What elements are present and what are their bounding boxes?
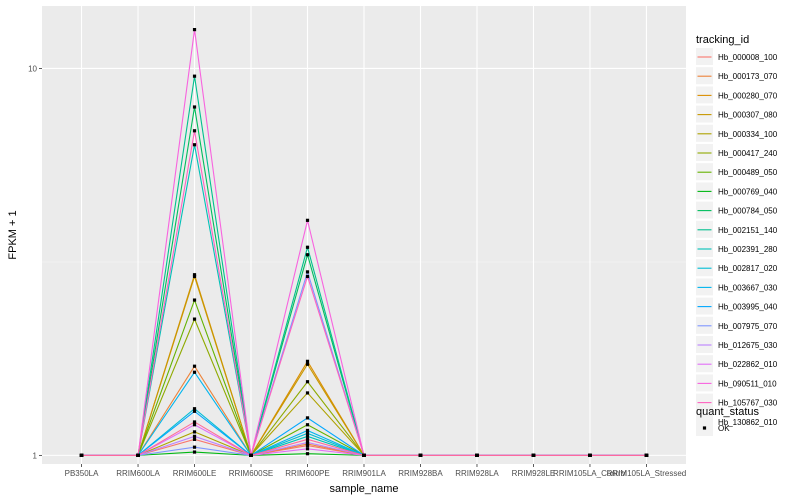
data-point [136,453,140,457]
data-point [192,317,197,321]
data-point [192,437,197,441]
legend-label: Hb_022862_010 [718,360,778,369]
legend-label: Hb_002391_280 [718,245,778,254]
legend-label: Hb_002151_140 [718,226,778,235]
legend-label: Hb_000417_240 [718,149,778,158]
data-point [305,431,310,435]
legend-label: Hb_000334_100 [718,130,778,139]
data-point [305,274,310,279]
data-point [192,273,197,277]
legend-label: Hb_130862_010 [718,418,778,427]
data-point [192,274,197,279]
data-point [418,453,423,457]
x-axis: PB350LA RRIM600LA RRIM600LE RRIM600SE RRIM60… [65,464,687,478]
data-point [192,423,197,427]
data-point [475,453,479,457]
data-point [305,253,310,257]
data-point [588,453,592,457]
legend-label: Hb_000173_070 [718,72,778,81]
y-axis-title: FPKM + 1 [7,210,19,259]
x-axis-title: sample_name [329,483,398,495]
data-point [192,430,197,434]
data-point [305,380,310,384]
data-point [192,364,197,368]
data-point [305,416,310,420]
data-point [305,447,310,451]
data-point [305,270,310,274]
legend-label: Hb_000307_080 [718,111,778,120]
data-point [305,452,310,456]
data-point [79,453,84,457]
data-point [305,437,310,441]
legend-label: Hb_000280_070 [718,91,778,100]
legend-label: Hb_000769_040 [718,187,778,196]
x-tick-label: RRIM901LA [342,469,386,478]
legend-tracking-id: tracking_id Hb_000008_100 Hb_000173_070 Hb… [696,34,778,430]
data-point [192,105,197,109]
x-tick-label: RRIM928LE [512,469,556,478]
data-point [192,450,197,454]
y-tick-label: 10 [28,64,37,73]
data-point [305,362,310,366]
legend-label: Hb_012675_030 [718,341,778,350]
legend-label: Hb_000489_050 [718,168,778,177]
legend-label: Hb_105767_030 [718,399,778,408]
x-tick-label: RRIM600LA [116,469,160,478]
legend-label: Hb_003995_040 [718,303,778,312]
x-tick-label: RRIM105LA_Stressed [607,469,687,478]
x-tick-label: RRIM600LE [173,469,217,478]
data-point [305,423,310,427]
x-tick-label: PB350LA [65,469,99,478]
legend-point-icon [702,426,707,430]
legend-label: Hb_007975_070 [718,322,778,331]
y-axis: 1 10 [28,64,42,460]
data-point [192,74,197,78]
y-tick-label: 1 [33,451,38,460]
data-point [192,28,197,32]
data-point [305,359,310,363]
data-point [192,420,197,424]
data-point [192,129,197,133]
legend-label: Hb_003667_030 [718,283,778,292]
data-point [531,453,536,457]
legend-label: Hb_002817_020 [718,264,778,273]
data-point [192,434,197,438]
data-point [362,453,366,457]
data-point [192,407,197,411]
data-point [192,445,197,449]
x-tick-label: RRIM600PE [285,469,329,478]
data-point [305,434,310,438]
data-point [305,245,310,249]
data-point [249,453,253,457]
x-tick-label: RRIM105LA_Control [553,469,627,478]
legend-label: Hb_090511_010 [718,379,777,388]
legend-quant-status: quant_status OK [696,406,759,436]
data-point [192,298,197,302]
x-tick-label: RRIM600SE [229,469,273,478]
x-tick-label: RRIM928LA [455,469,499,478]
data-point [192,409,197,413]
data-point [305,440,310,445]
data-point [644,453,649,457]
legend-label-quant: OK [718,424,730,433]
data-point [192,370,197,374]
legend-label: Hb_000008_100 [718,53,778,62]
data-points [79,28,649,457]
data-point [305,391,310,395]
x-tick-label: RRIM928BA [398,469,443,478]
data-point [305,428,310,433]
legend-title: tracking_id [696,34,749,46]
data-point [192,143,197,147]
legend-label: Hb_000784_050 [718,207,778,216]
legend-quant-status-title: quant_status [696,406,759,418]
data-point [305,218,310,222]
